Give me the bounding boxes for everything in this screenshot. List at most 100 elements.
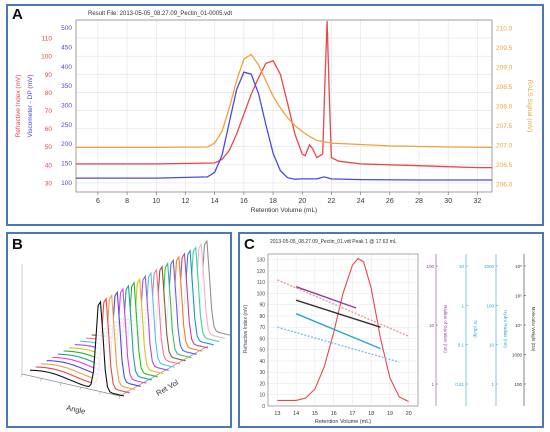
chart-a-series-orange bbox=[76, 53, 493, 149]
chart-a-x-tick-label: 28 bbox=[415, 198, 423, 205]
chart-c-y-tick-label: 10 bbox=[259, 393, 265, 399]
chart-c-svg: 2013-05-05_08.27.09_Pectin_01.vdt Peak 1… bbox=[243, 239, 536, 425]
chart-b-trace-fill bbox=[63, 282, 158, 377]
chart-c-x-tick-label: 17 bbox=[349, 411, 355, 417]
chart-b-trace-fill bbox=[35, 298, 130, 393]
chart-c-right-tick-label: 10 bbox=[489, 343, 495, 348]
chart-a-x-tick-label: 26 bbox=[386, 198, 394, 205]
chart-a-red-tick-label: 90 bbox=[45, 72, 53, 79]
chart-c-y-tick-label: 0 bbox=[262, 404, 265, 410]
chart-c-y-axis-label: Refractive Index (mV) bbox=[243, 304, 249, 353]
chart-c-right-tick-label: 10 bbox=[459, 264, 465, 269]
chart-a-blue-tick-label: 250 bbox=[61, 122, 72, 129]
chart-b-trace-fill bbox=[136, 241, 230, 336]
chart-a-x-tick-label: 20 bbox=[298, 198, 306, 205]
chart-b-floor-tick bbox=[99, 391, 101, 395]
chart-b-trace-fill bbox=[41, 295, 136, 390]
chart-c-x-axis-label: Retention Volume (mL) bbox=[315, 419, 371, 425]
chart-c-right-tick-label: 100 bbox=[486, 303, 494, 308]
chart-a-x-axis-label: Retention Volume (mL) bbox=[251, 207, 317, 214]
chart-panel-c: 2013-05-05_08.27.09_Pectin_01.vdt Peak 1… bbox=[238, 232, 544, 428]
chart-c-right-tick-label: 1 bbox=[491, 382, 494, 387]
chart-c-series-red bbox=[277, 257, 409, 402]
chart-c-y-tick-label: 130 bbox=[257, 258, 266, 264]
chart-b-trace-fill bbox=[80, 273, 175, 368]
chart-b-trace-fill bbox=[130, 244, 225, 339]
chart-c-right-tick-label: 10⁶ bbox=[515, 264, 522, 269]
chart-b-svg: Angle Ret Vol bbox=[20, 239, 230, 416]
chart-b-trace bbox=[41, 293, 136, 391]
chart-a-x-tick-label: 6 bbox=[96, 198, 100, 205]
chart-a-x-tick-label: 24 bbox=[357, 198, 365, 205]
chart-a-orange-tick-label: 206.5 bbox=[496, 162, 513, 169]
chart-a-orange-tick-label: 209.0 bbox=[496, 64, 513, 71]
chart-a-series-red bbox=[76, 20, 492, 169]
chart-c-right-axis-label: Molecular Weight (Da) bbox=[531, 307, 536, 352]
chart-c-right-tick-label: 1000 bbox=[484, 264, 495, 269]
chart-a-x-tick-label: 8 bbox=[125, 198, 129, 205]
chart-b-trace bbox=[29, 300, 125, 397]
panel-label-a: A bbox=[12, 6, 23, 23]
chart-c-x-tick-label: 16 bbox=[331, 411, 337, 417]
chart-b-trace-fill bbox=[108, 257, 203, 352]
chart-panel-b: Angle Ret Vol bbox=[6, 232, 232, 428]
chart-a-blue-tick-label: 150 bbox=[61, 161, 72, 168]
chart-b-trace-fill bbox=[86, 269, 180, 364]
chart-c-right-axis-label: Hydro Radius (nm) bbox=[503, 310, 508, 348]
chart-a-blue-tick-label: 400 bbox=[61, 64, 72, 71]
chart-a-orange-tick-label: 210.0 bbox=[496, 25, 513, 32]
chart-a-orange-tick-label: 207.5 bbox=[496, 123, 513, 130]
chart-c-right-tick-label: 10⁴ bbox=[515, 323, 522, 328]
chart-a-x-tick-label: 14 bbox=[211, 198, 219, 205]
chart-c-right-tick-label: 0.01 bbox=[455, 382, 464, 387]
chart-c-y-tick-label: 70 bbox=[259, 325, 265, 331]
chart-c-y-tick-label: 30 bbox=[259, 370, 265, 376]
chart-a-red-tick-label: 80 bbox=[45, 90, 53, 97]
chart-c-series-black bbox=[295, 299, 381, 328]
panel-label-c: C bbox=[244, 236, 255, 253]
chart-b-x-axis-label: Angle bbox=[66, 403, 87, 416]
chart-b-trace-fill bbox=[52, 289, 147, 384]
chart-b-trace-fill bbox=[91, 266, 186, 361]
chart-b-trace-fill bbox=[74, 276, 169, 371]
chart-a-title: Result File: 2013-05-05_08.27.09_Pectin_… bbox=[88, 11, 232, 17]
chart-c-y-tick-label: 40 bbox=[259, 359, 265, 365]
chart-c-right-tick-label: 10 bbox=[429, 323, 435, 328]
chart-b-trace-fill bbox=[125, 247, 220, 342]
chart-c-x-tick-label: 20 bbox=[406, 411, 412, 417]
chart-c-right-tick-label: 0.1 bbox=[458, 343, 465, 348]
chart-c-y-tick-label: 20 bbox=[259, 381, 265, 387]
chart-c-right-tick-label: 10⁵ bbox=[515, 294, 522, 299]
chart-a-orange-axis-label: RALS Signal (mV) bbox=[526, 80, 533, 133]
chart-b-floor-tick bbox=[59, 382, 62, 386]
chart-a-plot-frame bbox=[75, 19, 493, 193]
chart-a-x-tick-label: 22 bbox=[328, 198, 336, 205]
chart-a-orange-tick-label: 206.0 bbox=[496, 182, 513, 189]
chart-c-right-axis-label: IV (dL/g) bbox=[473, 320, 478, 338]
chart-a-x-tick-label: 30 bbox=[444, 198, 452, 205]
panel-label-b: B bbox=[12, 236, 23, 253]
chart-a-blue-axis-label: Viscometer - DP (mV) bbox=[27, 75, 34, 138]
chart-a-orange-tick-label: 208.0 bbox=[496, 104, 513, 111]
chart-b-floor-tick bbox=[118, 395, 121, 400]
chart-a-x-tick-label: 12 bbox=[182, 198, 190, 205]
chart-c-y-tick-label: 110 bbox=[257, 280, 265, 286]
chart-b-z-axis-label: Ret Vol bbox=[155, 378, 181, 398]
chart-c-y-tick-label: 80 bbox=[259, 314, 265, 320]
chart-c-right-tick-label: 1000 bbox=[512, 353, 523, 358]
chart-a-red-tick-label: 60 bbox=[45, 126, 53, 133]
chart-a-blue-tick-label: 300 bbox=[61, 103, 72, 110]
chart-a-red-tick-label: 30 bbox=[45, 180, 53, 187]
chart-b-floor-front bbox=[21, 373, 121, 397]
chart-c-x-tick-label: 13 bbox=[274, 411, 280, 417]
chart-panel-a: Result File: 2013-05-05_08.27.09_Pectin_… bbox=[6, 4, 544, 226]
chart-a-x-tick-label: 18 bbox=[269, 198, 277, 205]
chart-a-series-blue bbox=[76, 71, 492, 181]
chart-c-right-tick-label: 1 bbox=[461, 303, 464, 308]
chart-a-blue-tick-label: 450 bbox=[61, 45, 72, 52]
chart-c-series-lightblue bbox=[277, 326, 400, 363]
chart-b-floor-right bbox=[119, 345, 209, 397]
chart-a-x-tick-label: 32 bbox=[474, 198, 482, 205]
chart-c-right-axis-label: Radius of Gyration (nm) bbox=[443, 305, 448, 353]
chart-c-right-tick-label: 100 bbox=[426, 264, 434, 269]
